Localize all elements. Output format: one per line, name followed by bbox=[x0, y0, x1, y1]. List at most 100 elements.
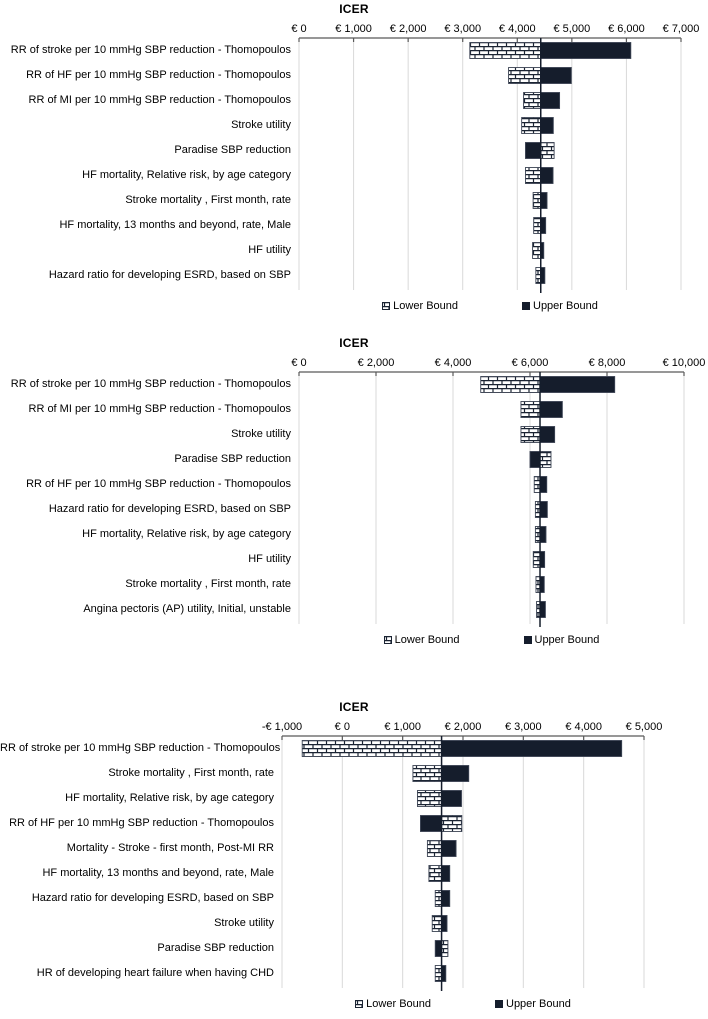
upper-bound-swatch-icon bbox=[495, 1000, 503, 1008]
lower-bound-swatch-icon bbox=[355, 1000, 364, 1008]
category-label: HF mortality, Relative risk, by age cate… bbox=[82, 169, 291, 181]
bar-lower-bound bbox=[434, 890, 443, 907]
chart-body: RR of stroke per 10 mmHg SBP reduction -… bbox=[0, 352, 708, 629]
category-label: Paradise SBP reduction bbox=[174, 144, 291, 156]
category-label: HF mortality, Relative risk, by age cate… bbox=[82, 528, 291, 540]
axis-tick-label: € 5,000 bbox=[626, 721, 663, 733]
bar-lower-bound bbox=[533, 476, 541, 493]
bar-lower-bound bbox=[469, 42, 542, 59]
category-label: RR of stroke per 10 mmHg SBP reduction -… bbox=[10, 378, 291, 390]
category-labels: RR of stroke per 10 mmHg SBP reduction -… bbox=[0, 38, 291, 288]
bar-lower-bound bbox=[523, 92, 542, 109]
axis-tick-label: € 2,000 bbox=[445, 721, 482, 733]
category-label: RR of HF per 10 mmHg SBP reduction - Tho… bbox=[26, 478, 291, 490]
legend: Lower Bound Upper Bound bbox=[299, 634, 684, 646]
legend-label-upper: Upper Bound bbox=[506, 998, 571, 1010]
legend-item-lower-bound: Lower Bound bbox=[383, 634, 460, 646]
legend-item-lower-bound: Lower Bound bbox=[382, 300, 458, 312]
axis-tick-label: € 2,000 bbox=[390, 23, 427, 35]
category-label: RR of MI per 10 mmHg SBP reduction - Tho… bbox=[28, 403, 292, 415]
legend-item-lower-bound: Lower Bound bbox=[355, 998, 431, 1010]
bar-upper-bound bbox=[539, 526, 547, 543]
bar-upper-bound bbox=[441, 840, 457, 857]
plot-area: € 0 € 2,000 € 4,000 € 6,000 € 8,000 € 10,000 bbox=[291, 357, 706, 627]
axis-tick-label: € 6,000 bbox=[512, 357, 549, 369]
category-label: HR of developing heart failure when havi… bbox=[36, 967, 274, 979]
category-labels: RR of stroke per 10 mmHg SBP reduction -… bbox=[0, 736, 281, 986]
bar-lower-bound bbox=[539, 451, 552, 468]
bar-upper-bound bbox=[441, 915, 448, 932]
bar-upper-bound bbox=[441, 790, 462, 807]
bar-lower-bound bbox=[508, 67, 542, 84]
category-label: Stroke mortality , First month, rate bbox=[125, 194, 291, 206]
axis-tick-label: € 0 bbox=[335, 721, 350, 733]
category-label: Paradise SBP reduction bbox=[174, 453, 291, 465]
category-label: RR of HF per 10 mmHg SBP reduction - Tho… bbox=[9, 817, 274, 829]
axis-tick-label: € 3,000 bbox=[505, 721, 542, 733]
category-label: RR of stroke per 10 mmHg SBP reduction -… bbox=[10, 44, 291, 56]
axis-tick-label: € 0 bbox=[291, 23, 306, 35]
bar-upper-bound bbox=[540, 42, 632, 59]
chart-title: ICER bbox=[339, 336, 369, 350]
axis-tick-label: € 10,000 bbox=[663, 357, 706, 369]
axis-tick-label: € 7,000 bbox=[663, 23, 700, 35]
lower-bound-swatch-icon bbox=[383, 636, 392, 644]
category-labels: RR of stroke per 10 mmHg SBP reduction -… bbox=[0, 372, 291, 622]
bar-upper-bound bbox=[539, 376, 616, 393]
bar-upper-bound bbox=[539, 476, 548, 493]
axis-tick-label: € 6,000 bbox=[608, 23, 645, 35]
legend-label-lower: Lower Bound bbox=[366, 998, 431, 1010]
bar-upper-bound bbox=[539, 601, 546, 618]
axis-tick-label: € 4,000 bbox=[565, 721, 602, 733]
category-label: Hazard ratio for developing ESRD, based … bbox=[31, 892, 274, 904]
bar-lower-bound bbox=[441, 815, 463, 832]
plot-area: € 0 € 1,000 € 2,000 € 3,000 € 4,000 € 5,000 € … bbox=[291, 23, 700, 293]
category-label: HF mortality, Relative risk, by age cate… bbox=[65, 792, 274, 804]
category-label: RR of stroke per 10 mmHg SBP reduction -… bbox=[0, 742, 281, 754]
bar-lower-bound bbox=[533, 217, 542, 234]
bar-upper-bound bbox=[525, 142, 542, 159]
bar-upper-bound bbox=[441, 765, 470, 782]
icer-tornado-chart-top: ICER RR of stroke per 10 mmHg SBP reduct… bbox=[0, 2, 708, 312]
bar-upper-bound bbox=[441, 740, 623, 757]
chart-title: ICER bbox=[339, 700, 369, 714]
bar-lower-bound bbox=[532, 192, 542, 209]
axis-tick-label: € 1,000 bbox=[335, 23, 372, 35]
legend: Lower Bound Upper Bound bbox=[299, 300, 681, 312]
category-label: Stroke mortality , First month, rate bbox=[125, 578, 291, 590]
bar-upper-bound bbox=[539, 426, 556, 443]
chart-body: RR of stroke per 10 mmHg SBP reduction -… bbox=[0, 716, 708, 993]
lower-bound-swatch-icon bbox=[382, 302, 391, 310]
plot-area: -€ 1,000 € 0 € 1,000 € 2,000 € 3,000 € 4,000 €… bbox=[262, 721, 663, 991]
legend-label-lower: Lower Bound bbox=[394, 634, 460, 646]
chart-body: RR of stroke per 10 mmHg SBP reduction -… bbox=[0, 18, 708, 295]
bar-lower-bound bbox=[431, 915, 443, 932]
bar-lower-bound bbox=[520, 426, 541, 443]
axis-tick-label: € 1,000 bbox=[384, 721, 421, 733]
category-label: Hazard ratio for developing ESRD, based … bbox=[48, 503, 291, 515]
legend-label-upper: Upper Bound bbox=[533, 300, 598, 312]
bar-lower-bound bbox=[521, 117, 542, 134]
bar-upper-bound bbox=[540, 92, 561, 109]
icer-tornado-chart-middle: ICER RR of stroke per 10 mmHg SBP reduct… bbox=[0, 336, 708, 646]
axis-tick-label: € 3,000 bbox=[444, 23, 481, 35]
icer-tornado-chart-bottom: ICER RR of stroke per 10 mmHg SBP reduct… bbox=[0, 700, 708, 1010]
bar-upper-bound bbox=[540, 167, 554, 184]
bar-upper-bound bbox=[539, 501, 548, 518]
category-label: HF utility bbox=[248, 553, 291, 565]
axis-tick-label: € 0 bbox=[291, 357, 306, 369]
legend-item-upper-bound: Upper Bound bbox=[523, 634, 599, 646]
axis-tick-label: € 4,000 bbox=[435, 357, 472, 369]
bar-lower-bound bbox=[532, 242, 542, 259]
bar-lower-bound bbox=[426, 840, 443, 857]
upper-bound-swatch-icon bbox=[523, 636, 532, 644]
bar-upper-bound bbox=[441, 890, 451, 907]
legend-item-upper-bound: Upper Bound bbox=[495, 998, 571, 1010]
bar-lower-bound bbox=[428, 865, 443, 882]
bar-lower-bound bbox=[540, 142, 555, 159]
category-label: HF mortality, 13 months and beyond, rate… bbox=[42, 867, 274, 879]
bar-lower-bound bbox=[520, 401, 541, 418]
category-label: Stroke utility bbox=[231, 119, 291, 131]
category-label: HF mortality, 13 months and beyond, rate… bbox=[59, 219, 291, 231]
